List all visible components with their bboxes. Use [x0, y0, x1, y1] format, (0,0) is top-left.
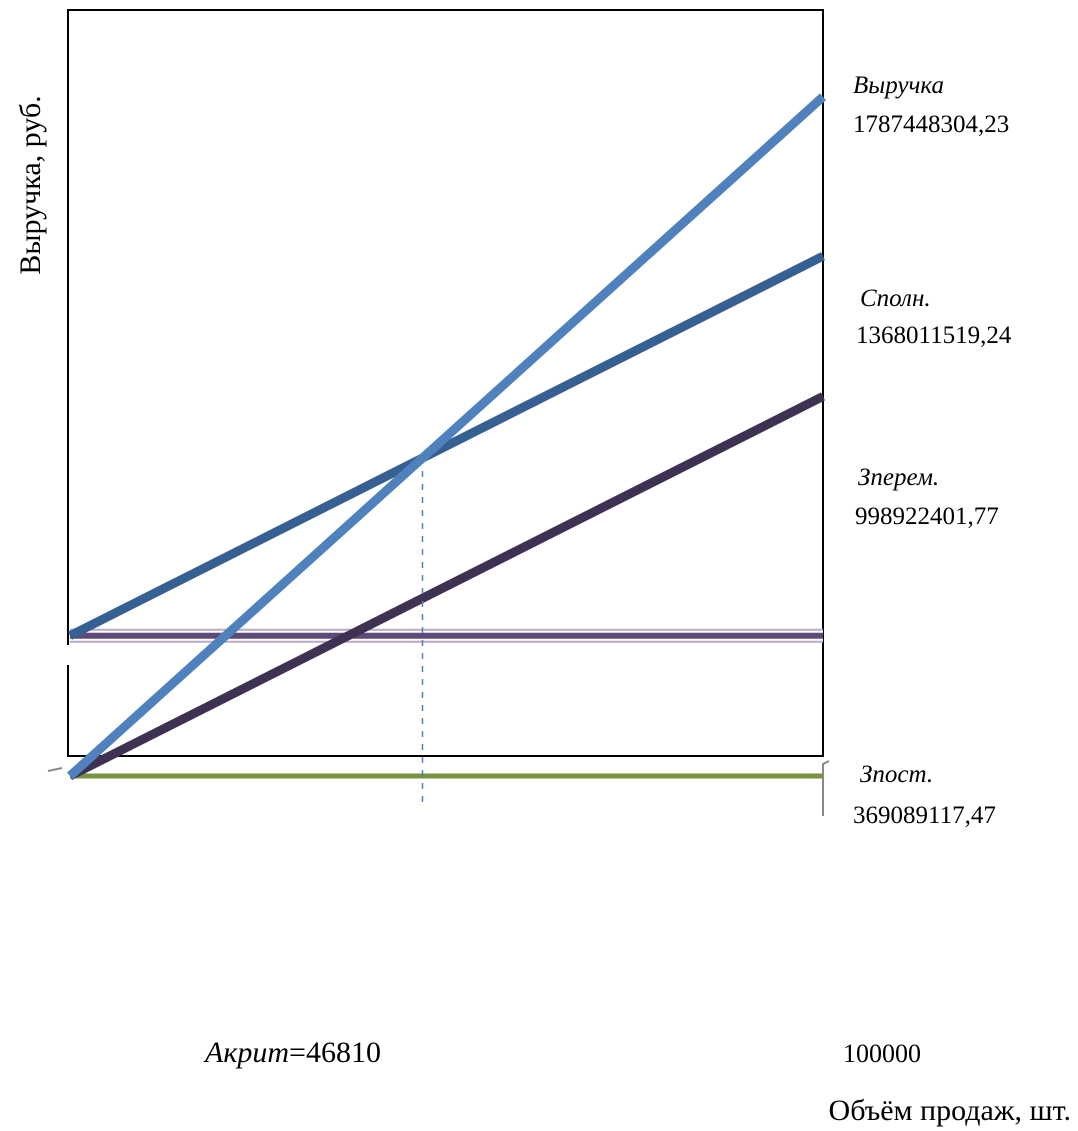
series-value-revenue: 1787448304,23	[853, 111, 1009, 138]
x-tick-max-label: 100000	[843, 1039, 921, 1068]
series-name-revenue: Выручка	[853, 72, 944, 99]
x-axis-label: Объём продаж, шт.	[829, 1094, 1071, 1127]
leader-line-origin	[47, 767, 63, 772]
y-axis-label: Выручка, руб.	[14, 95, 47, 274]
series-name-fixed: Зпост.	[860, 761, 933, 788]
series-line-variable	[67, 392, 826, 781]
series-line-total	[67, 252, 826, 640]
series-name-total: Сполн.	[860, 285, 931, 312]
series-value-total: 1368011519,24	[856, 322, 1012, 349]
critical-point-prefix: Акрит	[203, 1036, 289, 1069]
frame-gap	[65, 645, 73, 665]
series-value-fixed: 369089117,47	[853, 802, 996, 829]
series-value-variable: 998922401,77	[855, 503, 999, 530]
critical-point-suffix: =46810	[289, 1036, 381, 1069]
plot-frame	[67, 9, 824, 757]
leader-line-fixed	[822, 760, 830, 816]
series-line-revenue	[66, 93, 827, 780]
critical-point-label: Акрит=46810	[203, 1036, 381, 1069]
series-name-variable: Зперем.	[858, 464, 939, 491]
series-lines	[66, 93, 827, 781]
